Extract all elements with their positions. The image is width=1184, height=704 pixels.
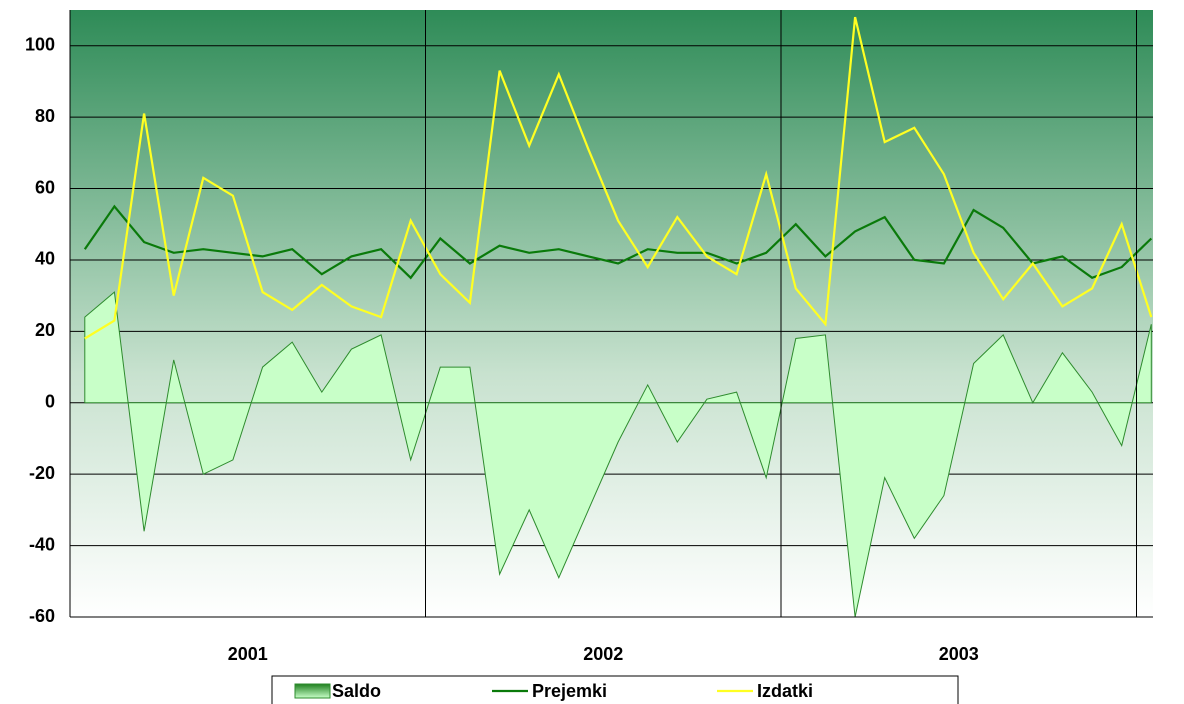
y-tick-label: 40 <box>35 249 55 269</box>
y-tick-label: 80 <box>35 106 55 126</box>
x-group-label: 2003 <box>939 644 979 664</box>
x-group-label: 2001 <box>228 644 268 664</box>
y-tick-label: -60 <box>29 606 55 626</box>
y-tick-label: 100 <box>25 34 55 54</box>
x-group-label: 2002 <box>583 644 623 664</box>
legend-label: Saldo <box>332 681 381 701</box>
legend-swatch <box>294 683 331 699</box>
legend-label: Izdatki <box>757 681 813 701</box>
y-tick-label: 20 <box>35 320 55 340</box>
y-tick-label: -40 <box>29 534 55 554</box>
y-tick-label: -20 <box>29 463 55 483</box>
saldo-area <box>84 291 1152 618</box>
series-line <box>84 16 1153 340</box>
y-tick-label: 60 <box>35 177 55 197</box>
legend-label: Prejemki <box>532 681 607 701</box>
y-tick-label: 0 <box>45 392 55 412</box>
plot-area <box>70 10 1153 617</box>
series-line <box>83 204 1153 280</box>
legend-box <box>271 675 959 704</box>
